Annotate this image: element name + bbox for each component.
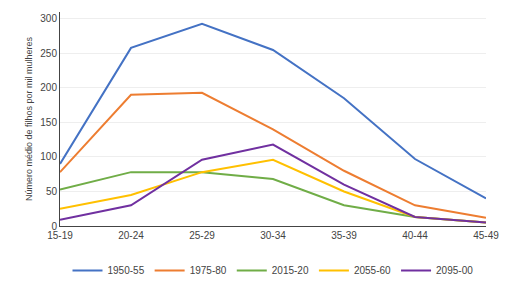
svg-text:300: 300 (40, 13, 57, 24)
svg-text:Número médio de filhos por mil: Número médio de filhos por mil mulheres (24, 36, 34, 201)
svg-text:2055-60: 2055-60 (354, 265, 391, 276)
svg-text:45-49: 45-49 (473, 230, 499, 241)
svg-text:50: 50 (46, 186, 58, 197)
svg-text:2095-00: 2095-00 (436, 265, 473, 276)
svg-text:15-19: 15-19 (47, 230, 73, 241)
svg-text:30-34: 30-34 (260, 230, 286, 241)
svg-text:1950-55: 1950-55 (108, 265, 145, 276)
svg-text:25-29: 25-29 (189, 230, 215, 241)
svg-text:100: 100 (40, 151, 57, 162)
svg-text:1975-80: 1975-80 (190, 265, 227, 276)
svg-text:2015-20: 2015-20 (272, 265, 309, 276)
svg-text:20-24: 20-24 (118, 230, 144, 241)
svg-text:0: 0 (51, 221, 57, 232)
svg-text:250: 250 (40, 48, 57, 59)
svg-text:200: 200 (40, 82, 57, 93)
svg-text:40-44: 40-44 (402, 230, 428, 241)
svg-text:150: 150 (40, 117, 57, 128)
svg-text:35-39: 35-39 (331, 230, 357, 241)
